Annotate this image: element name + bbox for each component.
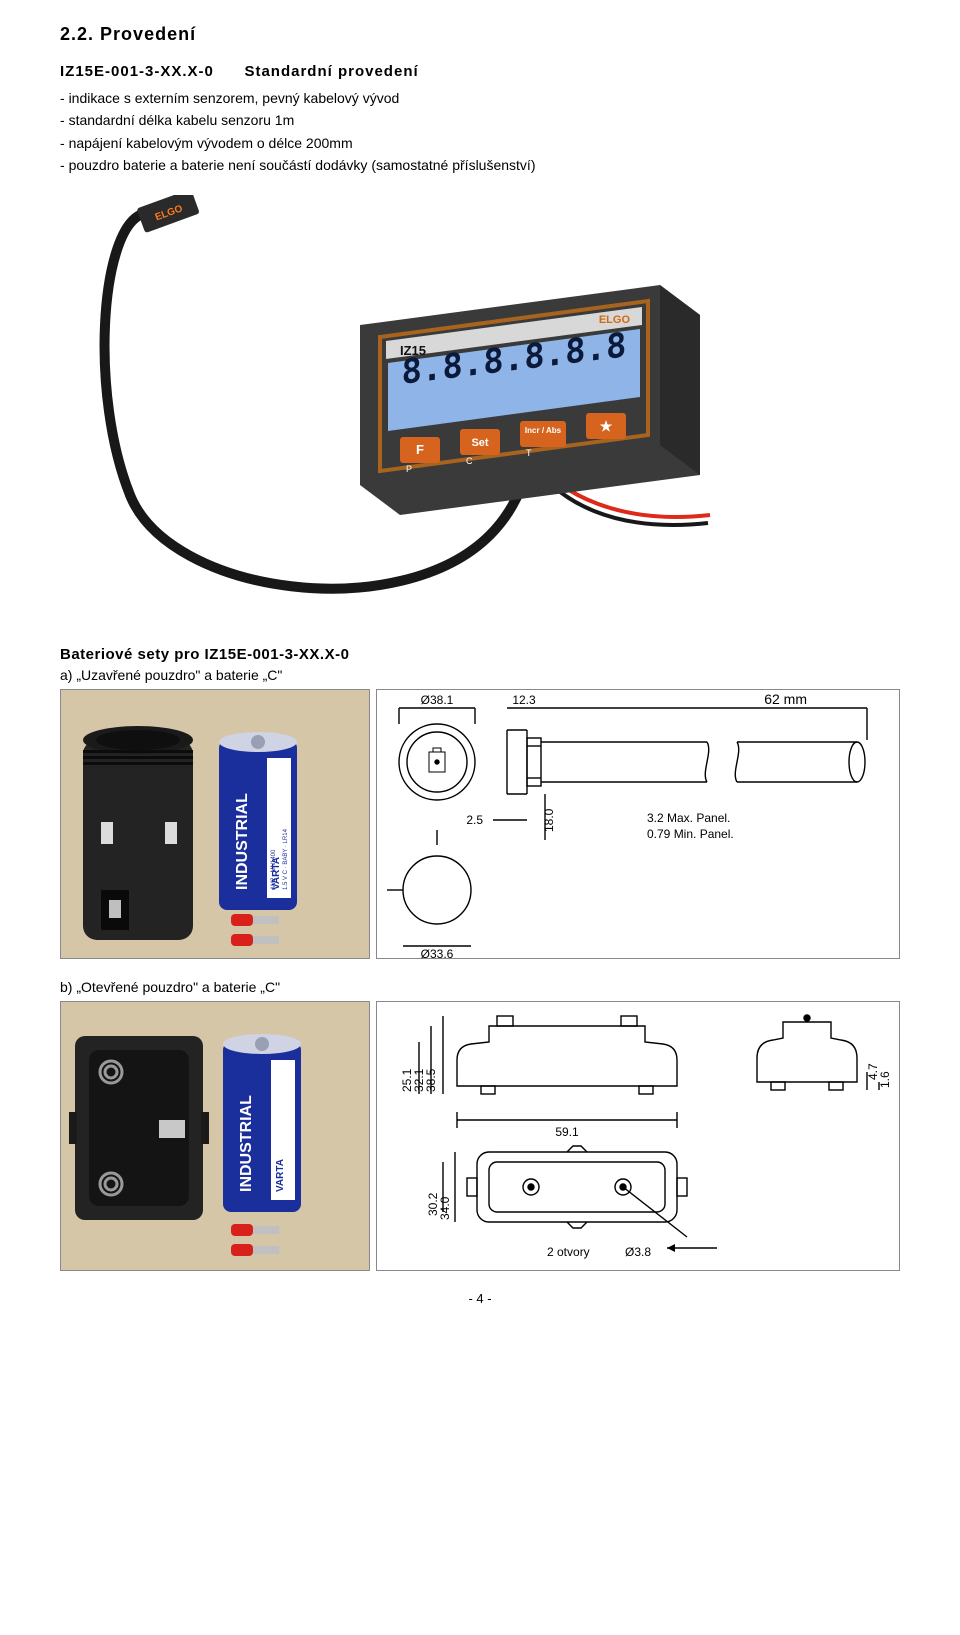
dim-length: 62 mm (764, 691, 807, 707)
spec-item: napájení kabelovým vývodem o délce 200mm (60, 132, 900, 154)
btn-label-1: Set (471, 437, 488, 449)
set-b-drawing: 38.5 32.1 25.1 4.7 1.6 59.1 (376, 1001, 900, 1271)
set-b-row: INDUSTRIAL VARTA (60, 1001, 900, 1271)
open-holder (69, 1036, 209, 1220)
dim-length-b: 59.1 (555, 1125, 579, 1139)
section-heading: Provedení (100, 24, 196, 44)
dim-end-h2: 1.6 (878, 1071, 892, 1088)
model-desc: Standardní provedení (244, 63, 418, 80)
spec-item: indikace s externím senzorem, pevný kabe… (60, 87, 900, 109)
model-line: IZ15E-001-3-XX.X-0 Standardní provedení (60, 63, 900, 81)
device-figure: ELGO IZ15 ELGO 8.8.8.8.8.8 F P (60, 195, 900, 620)
closed-holder (83, 726, 193, 940)
battery-spec: 1.5 V C · BABY · LR14 (283, 828, 289, 890)
sensor: ELGO (136, 195, 199, 233)
set-a-photo: INDUSTRIAL VARTA 1.5 V C · BABY · LR14 A… (60, 689, 370, 959)
set-a-row: INDUSTRIAL VARTA 1.5 V C · BABY · LR14 A… (60, 689, 900, 959)
dim-panel-min: 0.79 Min. Panel. (647, 827, 734, 841)
dim-side-h3: 25.1 (400, 1068, 414, 1092)
dim-width-outer: 34.0 (438, 1196, 452, 1220)
battery-sets-heading: Bateriové sety pro IZ15E-001-3-XX.X-0 (60, 646, 900, 663)
spec-list: indikace s externím senzorem, pevný kabe… (60, 87, 900, 177)
btn-label-3: ★ (600, 418, 613, 434)
btn-sub-1: C (466, 456, 473, 466)
model-code: IZ15E-001-3-XX.X-0 (60, 63, 240, 80)
spec-item: standardní délka kabelu senzoru 1m (60, 109, 900, 131)
set-b-photo: INDUSTRIAL VARTA (60, 1001, 370, 1271)
battery-c: INDUSTRIAL VARTA 1.5 V C · BABY · LR14 A… (219, 732, 297, 910)
btn-label-2: Incr / Abs (525, 426, 562, 435)
hole-d: Ø3.8 (625, 1245, 651, 1259)
battery-brand-b: VARTA (275, 1159, 286, 1192)
device-svg: ELGO IZ15 ELGO 8.8.8.8.8.8 F P (60, 195, 900, 615)
spec-item: pouzdro baterie a baterie není součástí … (60, 154, 900, 176)
device-body: IZ15 ELGO 8.8.8.8.8.8 F P Set C (360, 285, 700, 515)
section-title: 2.2. Provedení (60, 24, 900, 45)
brand-right: ELGO (599, 314, 631, 326)
battery-code: AM2 · MN1400 (271, 849, 277, 890)
dim-d-hole: Ø33.6 (421, 947, 454, 960)
dim-flange-thick: 2.5 (466, 813, 483, 827)
btn-sub-2: T (526, 448, 532, 458)
set-a-label: a) „Uzavřené pouzdro" a baterie „C" (60, 667, 900, 683)
btn-sub-0: P (406, 464, 412, 474)
btn-label-0: F (416, 442, 424, 457)
section-number: 2.2. (60, 24, 94, 44)
dim-d-outer: Ø38.1 (421, 693, 454, 707)
page-footer: - 4 - (60, 1291, 900, 1306)
battery-line: INDUSTRIAL (234, 792, 251, 889)
dim-panel-max: 3.2 Max. Panel. (647, 811, 730, 825)
dim-side-h1: 38.5 (424, 1068, 438, 1092)
dim-gap: 12.3 (512, 693, 536, 707)
dim-flange-h: 18.0 (542, 808, 556, 832)
dim-width-inner: 30.2 (426, 1192, 440, 1216)
battery-c-b: INDUSTRIAL VARTA (223, 1034, 301, 1212)
set-a-drawing: Ø38.1 12.3 62 mm 2.5 18.0 3.2 Max. Panel… (376, 689, 900, 959)
battery-line-b: INDUSTRIAL (238, 1094, 255, 1191)
dim-side-h2: 32.1 (412, 1068, 426, 1092)
holes-label: 2 otvory (547, 1245, 590, 1259)
set-b-label: b) „Otevřené pouzdro" a baterie „C" (60, 979, 900, 995)
